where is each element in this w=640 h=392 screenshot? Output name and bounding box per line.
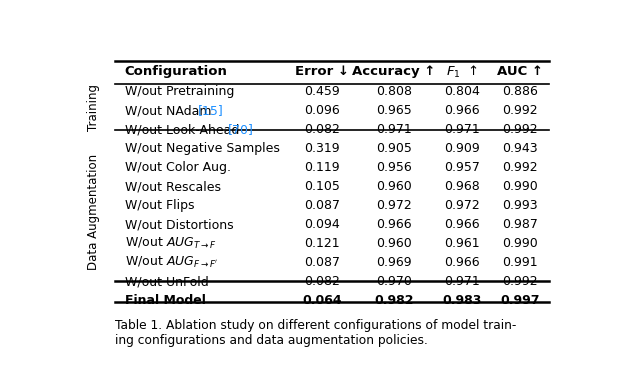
Text: Training: Training (88, 83, 100, 131)
Text: 0.909: 0.909 (444, 142, 480, 155)
Text: W/out Flips: W/out Flips (125, 199, 194, 212)
Text: Error ↓: Error ↓ (295, 65, 349, 78)
Text: 0.957: 0.957 (444, 161, 480, 174)
Text: W/out Distortions: W/out Distortions (125, 218, 233, 231)
Text: 0.886: 0.886 (502, 85, 538, 98)
Text: 0.105: 0.105 (304, 180, 340, 193)
Text: 0.082: 0.082 (304, 123, 340, 136)
Text: 0.969: 0.969 (376, 256, 412, 269)
Text: 0.119: 0.119 (304, 161, 340, 174)
Text: 0.087: 0.087 (304, 256, 340, 269)
Text: 0.992: 0.992 (502, 161, 538, 174)
Text: 0.961: 0.961 (444, 237, 480, 250)
Text: W/out $AUG_{T\rightarrow F}$: W/out $AUG_{T\rightarrow F}$ (125, 236, 216, 251)
Text: 0.082: 0.082 (304, 275, 340, 288)
Text: 0.960: 0.960 (376, 237, 412, 250)
Text: 0.972: 0.972 (444, 199, 480, 212)
Text: 0.991: 0.991 (502, 256, 538, 269)
Text: W/out UnFold: W/out UnFold (125, 275, 209, 288)
Text: 0.992: 0.992 (502, 104, 538, 117)
Text: W/out $AUG_{F\rightarrow F'}$: W/out $AUG_{F\rightarrow F'}$ (125, 255, 218, 270)
Text: 0.966: 0.966 (376, 218, 412, 231)
Text: 0.965: 0.965 (376, 104, 412, 117)
Text: W/out NAdam: W/out NAdam (125, 104, 215, 117)
Text: 0.319: 0.319 (304, 142, 340, 155)
Text: 0.094: 0.094 (304, 218, 340, 231)
Text: $F_1$ $\uparrow$: $F_1$ $\uparrow$ (446, 64, 477, 80)
Text: AUC ↑: AUC ↑ (497, 65, 543, 78)
Text: 0.987: 0.987 (502, 218, 538, 231)
Text: 0.990: 0.990 (502, 180, 538, 193)
Text: 0.968: 0.968 (444, 180, 480, 193)
Text: [70]: [70] (228, 123, 253, 136)
Text: 0.970: 0.970 (376, 275, 412, 288)
Text: 0.905: 0.905 (376, 142, 412, 155)
Text: 0.064: 0.064 (302, 294, 342, 307)
Text: W/out Rescales: W/out Rescales (125, 180, 221, 193)
Text: 0.983: 0.983 (442, 294, 482, 307)
Text: 0.459: 0.459 (304, 85, 340, 98)
Text: 0.992: 0.992 (502, 123, 538, 136)
Text: 0.960: 0.960 (376, 180, 412, 193)
Text: W/out Negative Samples: W/out Negative Samples (125, 142, 280, 155)
Text: Final Model: Final Model (125, 294, 205, 307)
Text: 0.971: 0.971 (444, 275, 480, 288)
Text: Data Augmentation: Data Augmentation (88, 154, 100, 270)
Text: 0.966: 0.966 (444, 256, 480, 269)
Text: 0.993: 0.993 (502, 199, 538, 212)
Text: 0.982: 0.982 (374, 294, 413, 307)
Text: 0.990: 0.990 (502, 237, 538, 250)
Text: 0.808: 0.808 (376, 85, 412, 98)
Text: 0.966: 0.966 (444, 104, 480, 117)
Text: 0.096: 0.096 (304, 104, 340, 117)
Text: 0.121: 0.121 (304, 237, 340, 250)
Text: 0.804: 0.804 (444, 85, 480, 98)
Text: 0.997: 0.997 (500, 294, 540, 307)
Text: Configuration: Configuration (125, 65, 227, 78)
Text: Accuracy ↑: Accuracy ↑ (352, 65, 435, 78)
Text: 0.972: 0.972 (376, 199, 412, 212)
Text: Table 1. Ablation study on different configurations of model train-
ing configur: Table 1. Ablation study on different con… (115, 319, 516, 347)
Text: W/out Pretraining: W/out Pretraining (125, 85, 234, 98)
Text: 0.966: 0.966 (444, 218, 480, 231)
Text: 0.087: 0.087 (304, 199, 340, 212)
Text: 0.943: 0.943 (502, 142, 538, 155)
Text: 0.992: 0.992 (502, 275, 538, 288)
Text: 0.971: 0.971 (376, 123, 412, 136)
Text: W/out Color Aug.: W/out Color Aug. (125, 161, 230, 174)
Text: [15]: [15] (198, 104, 224, 117)
Text: 0.971: 0.971 (444, 123, 480, 136)
Text: W/out Look-Ahead: W/out Look-Ahead (125, 123, 243, 136)
Text: 0.956: 0.956 (376, 161, 412, 174)
